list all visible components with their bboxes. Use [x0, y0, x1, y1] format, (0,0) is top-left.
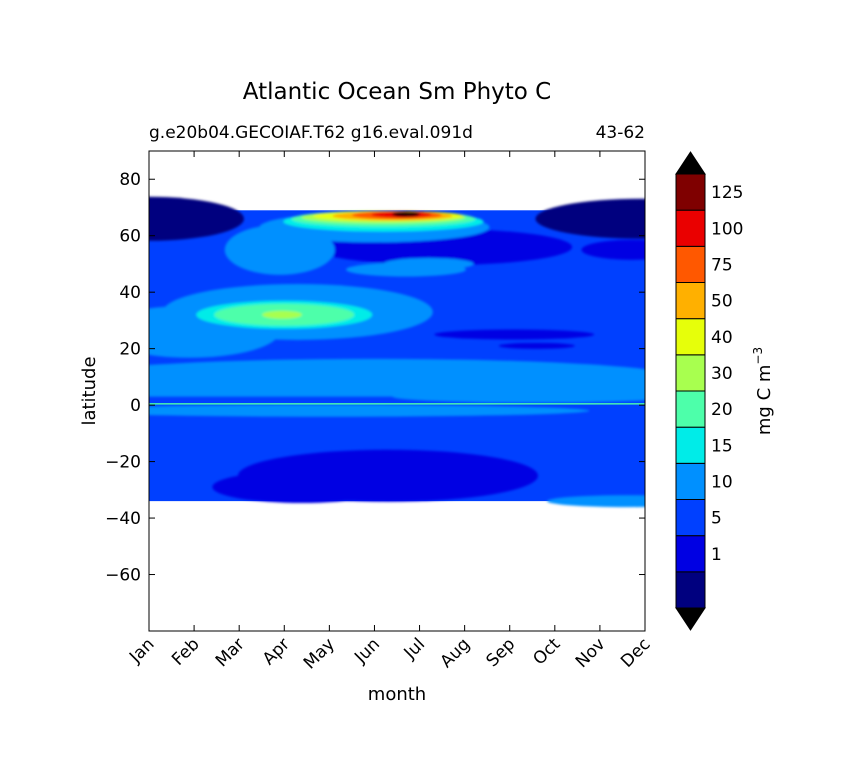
region-south-east-edge: [546, 495, 645, 508]
y-tick-label: −60: [105, 566, 141, 586]
colorbar-tick-label: 50: [711, 292, 733, 312]
y-tick-label: 60: [119, 227, 141, 247]
field-regions: [149, 196, 645, 508]
colorbar-swatch: [675, 390, 706, 428]
colorbar-tick-label: 20: [711, 400, 733, 420]
colorbar-swatch: [675, 535, 706, 573]
x-tick-label: Sep: [482, 634, 519, 671]
x-tick-label: Dec: [617, 634, 654, 671]
chart-title: Atlantic Ocean Sm Phyto C: [243, 79, 552, 105]
x-tick-label: Mar: [212, 634, 249, 671]
y-axis-label: latitude: [79, 356, 100, 425]
colorbar-extend-min: [675, 607, 706, 631]
contour-field: [149, 196, 645, 508]
colorbar-tick-label: 40: [711, 328, 733, 348]
colorbar-tick-label: 75: [711, 255, 733, 275]
region-subtropical-bloom-core: [262, 310, 303, 319]
colorbar-tick-label: 10: [711, 472, 733, 492]
region-equator-south: [149, 404, 590, 417]
colorbar-swatch: [675, 462, 706, 501]
colorbar-swatch: [675, 318, 706, 356]
x-tick-label: Apr: [259, 634, 294, 669]
colorbar-tick-label: 125: [711, 183, 743, 203]
x-tick-label: May: [300, 634, 339, 673]
plot-frame: [148, 150, 646, 632]
colorbar-tick-label: 5: [711, 509, 722, 529]
region-equator-east: [392, 390, 645, 403]
chart-subtitle-left: g.e20b04.GECOIAF.T62 g16.eval.091d: [149, 123, 473, 143]
region-bloom-peak: [392, 211, 421, 217]
colorbar-swatch: [675, 173, 706, 211]
y-axis: 80 60 40 20 0 −20 −40 −60: [105, 170, 645, 586]
region-south-gyre-west: [212, 471, 393, 503]
x-tick-label: Aug: [437, 634, 475, 672]
colorbar-swatch: [675, 245, 706, 283]
y-tick-label: 80: [119, 170, 141, 190]
y-tick-label: −20: [105, 453, 141, 473]
region-tropical-band: [149, 358, 645, 395]
y-tick-label: 0: [130, 396, 141, 416]
colorbar-tick-label: 30: [711, 364, 733, 384]
colorbar-extend-max: [675, 151, 706, 175]
x-tick-label: Jul: [400, 634, 429, 663]
colorbar-tick-label: 100: [711, 219, 743, 239]
colorbar-label-unit: mg C m: [754, 365, 775, 436]
colorbar-swatch: [675, 282, 706, 320]
region-nw-winter: [149, 196, 244, 241]
colorbar-label-exponent: −3: [751, 347, 765, 365]
colorbar-swatch: [675, 354, 706, 392]
equator-line: [149, 403, 645, 405]
region-ne-blue: [581, 239, 645, 260]
colorbar-tick-label: 15: [711, 436, 733, 456]
y-tick-label: 20: [119, 340, 141, 360]
colorbar-swatch: [675, 499, 706, 537]
colorbar-swatch: [675, 209, 706, 247]
y-tick-label: 40: [119, 283, 141, 303]
x-tick-label: Oct: [529, 634, 564, 669]
x-tick-label: Jan: [125, 634, 158, 667]
colorbar-tick-label: 1: [711, 545, 722, 565]
x-axis-label: month: [368, 684, 426, 705]
x-tick-label: Jun: [350, 634, 384, 668]
chart-subtitle-right: 43-62: [596, 123, 645, 143]
colorbar-swatch: [675, 426, 706, 464]
region-summer-patch-2: [383, 257, 474, 270]
region-ne-winter: [535, 198, 645, 239]
x-tick-label: Nov: [572, 634, 610, 672]
region-north-gyre-patch: [434, 329, 595, 340]
colorbar-label: mg C m−3: [751, 347, 775, 435]
x-tick-label: Feb: [168, 634, 203, 669]
colorbar-swatch: [675, 571, 706, 609]
region-north-gyre-patch-2: [498, 342, 575, 349]
y-tick-label: −40: [105, 509, 141, 529]
